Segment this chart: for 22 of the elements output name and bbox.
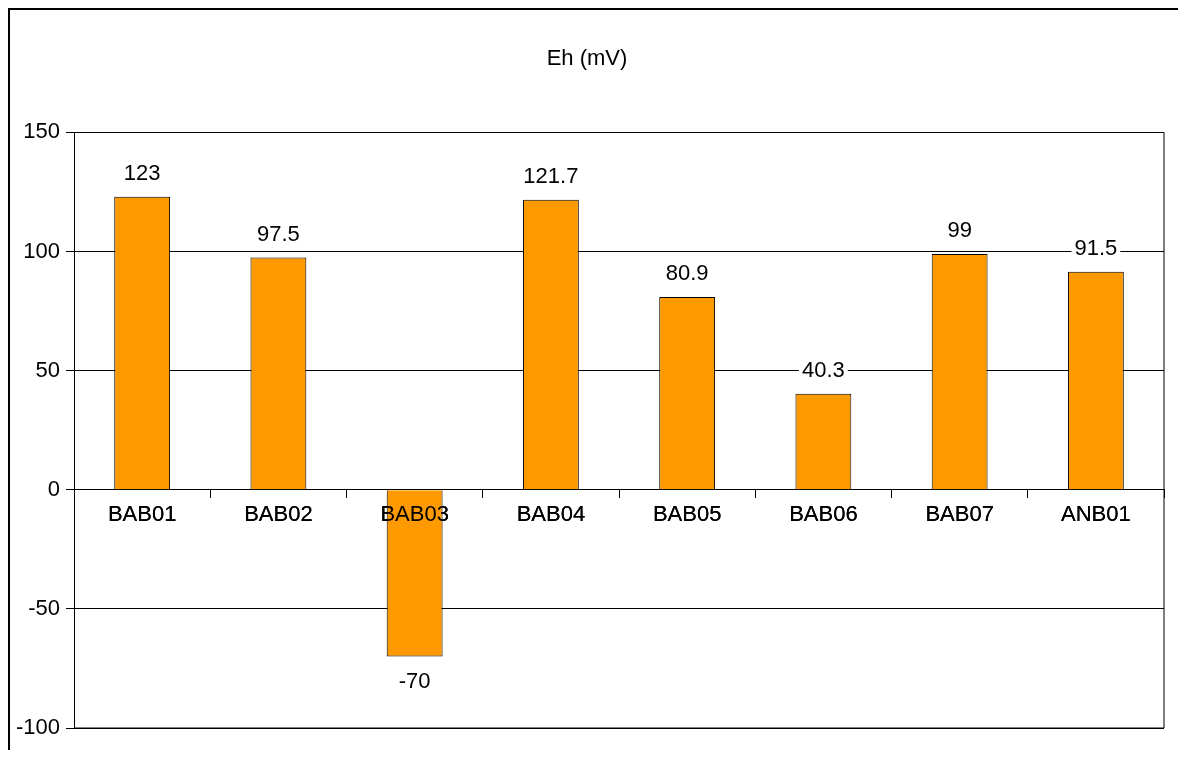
data-label: 99 (947, 216, 972, 242)
y-tick-label: -50 (28, 594, 61, 620)
data-label: 91.5 (1074, 234, 1118, 260)
data-label: 80.9 (665, 260, 709, 286)
y-tick-label: 100 (23, 237, 61, 263)
y-tick-label: 0 (47, 475, 61, 501)
x-tick-label: BAB01 (107, 501, 177, 527)
data-label: -70 (398, 667, 431, 693)
data-label: 121.7 (523, 162, 579, 188)
x-tick-label: ANB01 (1061, 501, 1131, 527)
y-tick-label: 150 (23, 118, 61, 144)
x-tick-label: BAB05 (652, 501, 722, 527)
data-label: 40.3 (801, 356, 845, 382)
y-tick-label: 50 (35, 356, 61, 382)
x-tick-label: BAB04 (516, 501, 586, 527)
y-tick-label: -100 (15, 714, 61, 740)
data-label: 123 (123, 159, 161, 185)
chart-title: Eh (mV) (546, 45, 628, 71)
data-label: 97.5 (256, 220, 300, 246)
x-tick-label: BAB02 (244, 501, 313, 527)
x-tick-label: BAB07 (925, 501, 994, 527)
x-tick-label: BAB06 (789, 501, 858, 527)
